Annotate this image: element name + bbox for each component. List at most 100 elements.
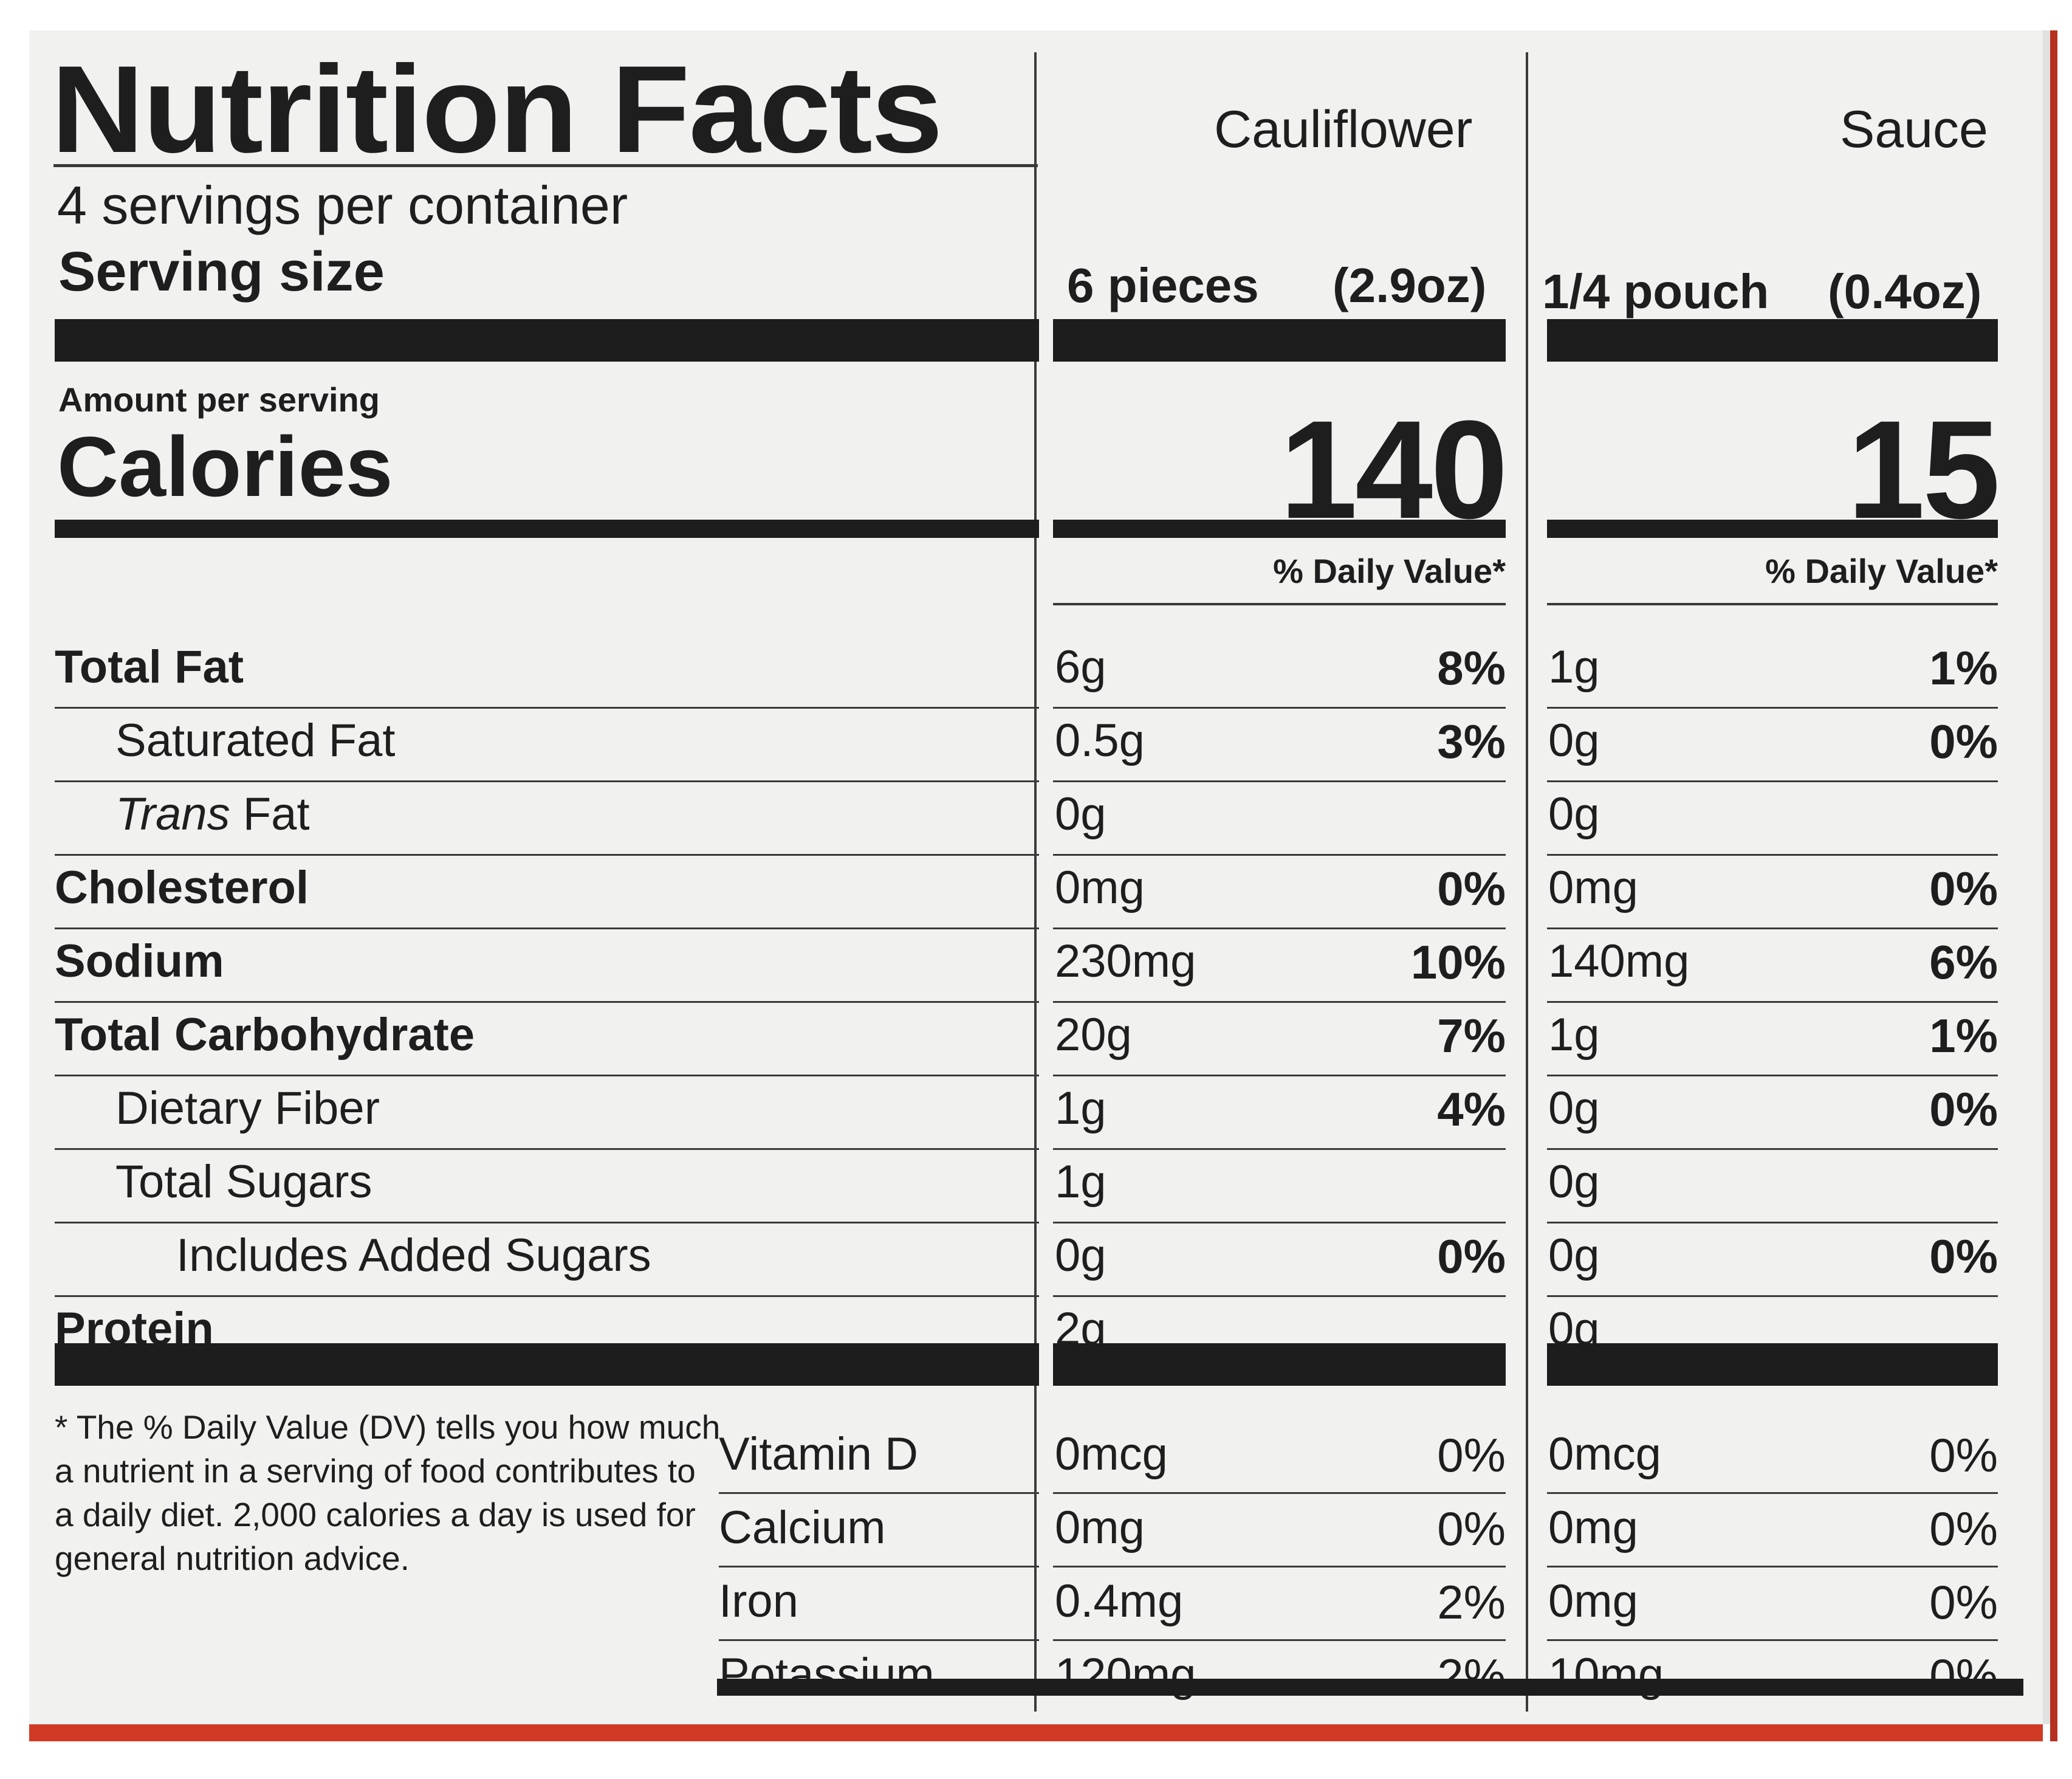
column-divider: [1526, 52, 1528, 1712]
nutrient-label-text: Saturated Fat: [115, 715, 396, 766]
row-rule: [1053, 1148, 1506, 1150]
nutrient-label: Trans Fat: [115, 791, 310, 838]
thick-rule-vitamins: [55, 1343, 1039, 1386]
thin-rule: [1053, 603, 1506, 605]
nutrient-daily-value: 0%: [1929, 715, 1998, 768]
nutrient-label-text: Sodium: [55, 935, 224, 987]
row-rule: [1053, 780, 1506, 782]
vitamin-label: Vitamin D: [719, 1428, 919, 1480]
nutrient-amount: 140mg: [1548, 935, 1690, 987]
nutrient-daily-value: 10%: [1410, 935, 1506, 989]
nutrient-amount: 0g: [1548, 788, 1600, 840]
nutrient-daily-value: 4%: [1437, 1082, 1506, 1136]
nutrition-facts-label: Nutrition Facts 4 servings per container…: [29, 30, 2043, 1724]
row-rule: [1547, 1148, 1998, 1150]
nutrient-label: Saturated Fat: [115, 718, 396, 764]
nutrient-label: Sodium: [55, 938, 224, 985]
nutrient-label-text: Total Sugars: [115, 1156, 372, 1208]
medium-rule-calories: [1053, 520, 1506, 538]
daily-value-header: % Daily Value*: [1273, 552, 1506, 590]
amount-per-serving: Amount per serving: [58, 380, 380, 419]
nutrient-amount: 0g: [1548, 1082, 1600, 1134]
row-rule: [1053, 1566, 1506, 1567]
row-rule: [1547, 1222, 1998, 1223]
row-rule: [55, 1148, 1039, 1150]
nutrient-daily-value: 0%: [1929, 862, 1998, 915]
vitamin-amount: 0.4mg: [1055, 1575, 1184, 1627]
thick-rule-vitamins: [1053, 1343, 1506, 1386]
row-rule: [55, 854, 1039, 856]
row-rule: [1053, 1001, 1506, 1003]
row-rule: [1547, 854, 1998, 856]
vitamin-daily-value: 0%: [1929, 1575, 1998, 1629]
vitamin-amount: 0mcg: [1055, 1428, 1168, 1480]
thick-rule-serving: [1547, 319, 1998, 362]
vitamin-daily-value: 0%: [1929, 1428, 1998, 1482]
serving-size-label: Serving size: [58, 241, 385, 303]
row-rule: [55, 707, 1039, 709]
daily-value-header: % Daily Value*: [1765, 552, 1998, 590]
vitamin-daily-value: 0%: [1437, 1502, 1506, 1555]
label-edge: [2043, 30, 2050, 1724]
nutrient-label: Includes Added Sugars: [176, 1233, 651, 1279]
serving-amount-cauliflower: 6 pieces: [1067, 258, 1259, 312]
serving-amount-sauce: 1/4 pouch: [1542, 264, 1769, 318]
calories-cauliflower: 140: [1280, 391, 1508, 548]
row-rule: [1053, 1639, 1506, 1641]
nutrient-amount: 0mg: [1055, 862, 1145, 914]
nutrient-amount: 1g: [1548, 1009, 1600, 1061]
nutrient-amount: 0mg: [1548, 862, 1638, 914]
nutrient-label-text: Total Carbohydrate: [55, 1009, 475, 1061]
row-rule: [55, 1222, 1039, 1223]
nutrient-label-italic: Trans: [115, 788, 230, 840]
nutrient-amount: 0g: [1548, 1230, 1600, 1281]
row-rule: [719, 1492, 1039, 1494]
nutrient-amount: 0g: [1055, 788, 1106, 840]
row-rule: [1053, 1295, 1506, 1297]
nutrient-amount: 20g: [1055, 1009, 1132, 1061]
vitamin-amount: 0mg: [1055, 1502, 1145, 1554]
nutrient-label: Total Fat: [55, 644, 244, 690]
row-rule: [1053, 854, 1506, 856]
row-rule: [719, 1566, 1039, 1567]
package-edge-red: [2050, 30, 2057, 1741]
label-title: Nutrition Facts: [51, 40, 943, 179]
nutrient-label-text: Fat: [230, 788, 310, 840]
row-rule: [1053, 927, 1506, 929]
row-rule: [1547, 1075, 1998, 1076]
column-divider: [1034, 52, 1037, 1712]
medium-rule-calories: [55, 520, 1039, 538]
nutrient-amount: 1g: [1055, 1156, 1106, 1208]
nutrient-amount: 0g: [1055, 1230, 1106, 1281]
nutrient-amount: 1g: [1055, 1082, 1106, 1134]
row-rule: [55, 1295, 1039, 1297]
thick-rule-serving: [55, 319, 1039, 362]
servings-per-container: 4 servings per container: [57, 175, 628, 235]
nutrient-amount: 0g: [1548, 715, 1600, 766]
thin-rule: [1547, 603, 1998, 605]
nutrient-amount: 6g: [1055, 641, 1106, 693]
nutrient-label: Dietary Fiber: [115, 1086, 380, 1132]
vitamin-amount: 0mcg: [1548, 1428, 1661, 1480]
nutrient-daily-value: 0%: [1929, 1230, 1998, 1283]
row-rule: [1547, 780, 1998, 782]
row-rule: [55, 1075, 1039, 1076]
row-rule: [1053, 1075, 1506, 1076]
row-rule: [1053, 707, 1506, 709]
nutrient-daily-value: 0%: [1437, 862, 1506, 915]
row-rule: [55, 780, 1039, 782]
row-rule: [1547, 1639, 1998, 1641]
nutrient-daily-value: 1%: [1929, 641, 1998, 695]
row-rule: [55, 1001, 1039, 1003]
row-rule: [1547, 1492, 1998, 1494]
title-rule: [53, 164, 1038, 167]
row-rule: [1547, 1566, 1998, 1567]
row-rule: [1547, 707, 1998, 709]
package-edge-red: [29, 1724, 2043, 1741]
thick-rule-vitamins: [1547, 1343, 1998, 1386]
nutrient-daily-value: 0%: [1437, 1230, 1506, 1283]
nutrient-label: Cholesterol: [55, 865, 309, 911]
calories-sauce: 15: [1847, 391, 2000, 548]
nutrient-daily-value: 3%: [1437, 715, 1506, 768]
row-rule: [1053, 1492, 1506, 1494]
